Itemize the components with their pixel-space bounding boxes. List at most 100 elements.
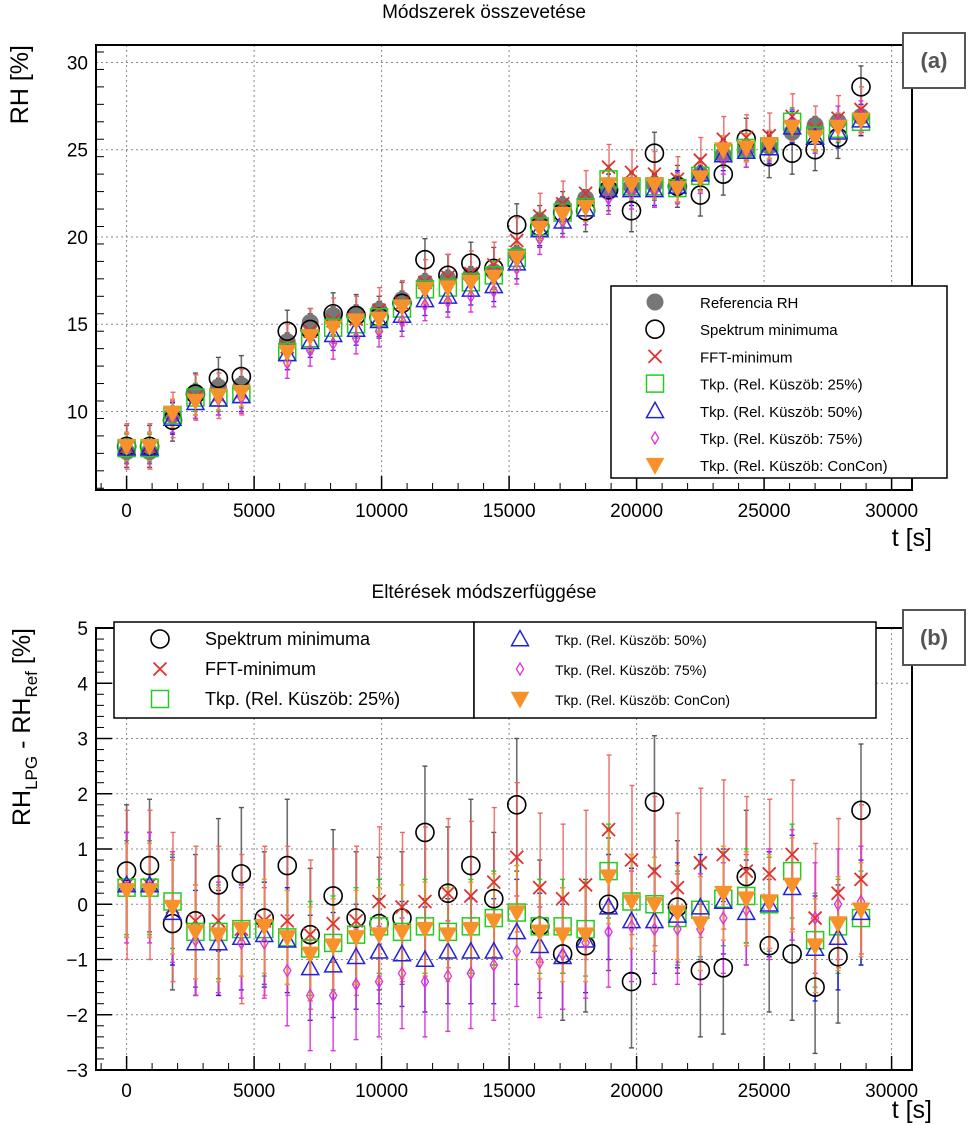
point-spektrum [644,143,665,163]
point-concon [507,250,527,268]
series-concon [117,869,871,964]
point-concon [851,112,871,130]
point-concon [186,924,205,942]
point-rel75 [627,186,636,201]
point-fft [509,850,524,865]
point-rel75 [328,988,338,1003]
point-spektrum [851,800,871,821]
series-concon [117,112,871,456]
y-tick-label: 0 [77,895,88,916]
point-rel50 [208,932,229,951]
legend-item-rel25: Tkp. (Rel. Küszöb: 25%) [150,689,400,709]
legend-box-right [473,621,877,719]
point-rel50 [575,930,596,948]
point-spektrum [782,944,802,964]
legend-marker-spektrum [150,629,170,649]
point-rel50 [598,896,619,915]
point-spektrum [277,855,298,876]
series-fft [119,822,869,942]
point-rel75 [397,313,407,328]
point-fft [211,913,226,928]
point-rel50 [644,910,665,929]
point-rel75 [512,943,522,959]
point-rel75 [374,974,384,989]
point-concon [300,946,320,964]
point-rel75 [305,343,315,358]
panel-label-text: (b) [920,625,948,650]
y-axis-label-part: Ref [22,671,41,698]
point-fft [601,822,616,837]
point-concon [277,344,297,362]
point-rel50 [851,902,871,921]
point-concon [553,927,572,945]
y-tick-label: −2 [66,1006,88,1027]
point-concon [346,313,366,331]
point-spektrum [828,946,848,967]
x-tick-label: 0 [121,1081,132,1102]
x-tick-label: 5000 [233,501,275,522]
point-concon [622,177,641,195]
point-concon [346,930,366,947]
legend-marker-concon [645,457,665,475]
point-concon [691,916,710,934]
panel-label: (b) [902,609,966,666]
y-tick-label: 20 [67,228,88,249]
point-concon [438,280,458,298]
point-concon [484,913,504,931]
point-rel75 [489,283,499,299]
point-concon [415,921,435,939]
x-tick-label: 25000 [738,501,791,522]
panel-label-box [902,32,966,89]
point-concon [209,388,228,406]
legend-label-spektrum: Spektrum minimuma [700,322,838,339]
point-rel50 [300,331,320,350]
point-fft [394,899,410,915]
point-concon [851,902,871,920]
legend-item-rel25: Tkp. (Rel. Küszöb: 25%) [645,374,863,394]
point-concon [140,883,159,900]
point-fft [647,863,662,879]
point-concon [713,142,733,160]
point-rel50 [506,921,527,940]
legend-marker-spektrum [645,319,665,340]
point-concon [392,924,412,942]
panel-label-box [902,609,966,666]
x-axis-label: t [s] [892,1096,932,1124]
point-fft [303,927,318,942]
legend-marker-rel75 [515,661,525,677]
point-fft [532,208,547,224]
point-fft [348,913,364,928]
point-concon [484,269,504,287]
legend-label-concon: Tkp. (Rel. Küszöb: ConCon) [700,458,888,475]
point-fft [762,866,777,881]
point-rel75 [282,355,292,370]
legend-label-fft: FFT-minimum [700,349,793,366]
point-spektrum [415,822,435,843]
y-tick-label: 2 [77,785,88,806]
legend-item-concon: Tkp. (Rel. Küszöb: ConCon) [510,691,730,709]
x-tick-label: 15000 [483,501,536,522]
point-concon [599,869,618,887]
point-concon [507,905,527,923]
point-concon [254,919,274,936]
legend-label-concon: Tkp. (Rel. Küszöb: ConCon) [555,692,730,708]
point-spektrum [644,792,665,812]
y-tick-label: 5 [77,619,88,640]
point-spektrum [713,957,734,978]
point-fft [463,888,478,904]
point-concon [323,938,343,956]
y-axis-label-part: - RH [8,698,36,756]
point-spektrum [208,875,229,895]
point-spektrum [415,249,435,270]
y-axis-label: RHLPG - RHRef [%] [8,628,41,826]
point-rel50 [461,279,481,297]
point-spektrum [208,368,229,389]
point-concon [323,320,343,338]
point-concon [209,927,228,945]
point-rel50 [277,930,298,948]
point-fft [853,872,869,887]
point-concon [828,119,848,137]
legend-item-spektrum: Spektrum minimuma [645,319,838,340]
point-concon [599,177,618,195]
